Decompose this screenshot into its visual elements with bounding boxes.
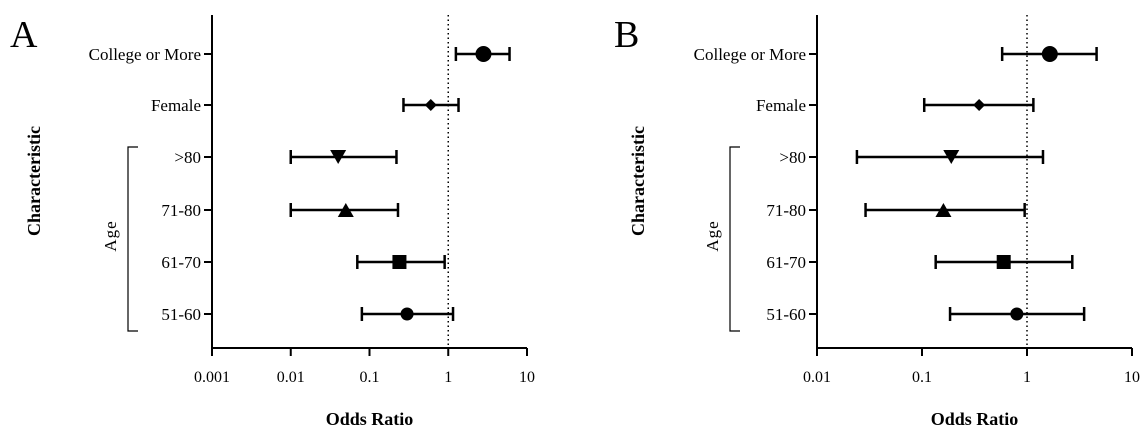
x-tick-label: 1 <box>1023 369 1031 386</box>
point-marker-circle <box>1041 46 1058 62</box>
x-tick-label: 0.1 <box>912 369 932 386</box>
category-label: Female <box>151 96 201 115</box>
category-label: 71-80 <box>161 201 201 220</box>
point-marker-square <box>392 255 407 269</box>
x-tick-label: 0.01 <box>277 369 305 386</box>
point-marker-circle <box>1010 307 1024 321</box>
y-axis-title: Characteristic <box>24 126 44 236</box>
panel-letter: B <box>614 14 639 56</box>
point-marker-diamond <box>973 99 986 111</box>
category-label: 71-80 <box>766 201 806 220</box>
x-tick-label: 0.01 <box>803 369 831 386</box>
forest-panel-a: A Characteristic Age 0.001 0.01 0.1 1 10 Odds Ra… <box>10 14 535 429</box>
point-marker-triangle-down <box>943 150 960 164</box>
point-marker-circle <box>475 46 492 62</box>
category-label: >80 <box>174 148 201 167</box>
group-label-age: Age <box>101 220 120 251</box>
x-axis-title: Odds Ratio <box>931 409 1019 429</box>
point-marker-triangle-up <box>337 203 354 217</box>
category-label: College or More <box>694 45 806 64</box>
category-label: >80 <box>779 148 806 167</box>
category-label: 61-70 <box>161 253 201 272</box>
y-axis-title: Characteristic <box>628 126 648 236</box>
category-label: 51-60 <box>161 305 201 324</box>
x-tick-label: 10 <box>519 369 535 386</box>
x-tick-label: 10 <box>1124 369 1140 386</box>
x-tick-label: 0.001 <box>194 369 230 386</box>
panel-letter: A <box>10 14 38 56</box>
x-tick-label: 0.1 <box>360 369 380 386</box>
point-marker-diamond <box>424 99 437 111</box>
x-axis-title: Odds Ratio <box>326 409 414 429</box>
category-label: 61-70 <box>766 253 806 272</box>
point-marker-square <box>996 255 1011 269</box>
point-marker-triangle-down <box>330 150 347 164</box>
point-marker-triangle-up <box>935 203 952 217</box>
category-label: Female <box>756 96 806 115</box>
group-label-age: Age <box>703 220 722 251</box>
point-marker-circle <box>400 307 414 321</box>
category-label: College or More <box>89 45 201 64</box>
category-label: 51-60 <box>766 305 806 324</box>
forest-panel-b: B Characteristic Age 0.01 0.1 1 10 Odds Ratio Co… <box>614 14 1140 429</box>
age-group-bracket <box>729 146 740 332</box>
age-group-bracket <box>127 146 138 332</box>
x-tick-label: 1 <box>444 369 452 386</box>
